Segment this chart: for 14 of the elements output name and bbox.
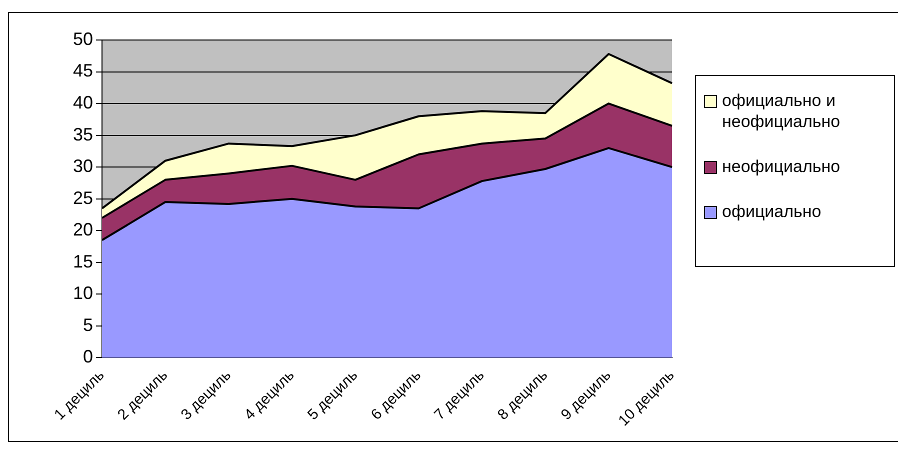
y-tick-label: 40 xyxy=(72,92,94,113)
y-tick-label: 50 xyxy=(72,28,94,49)
y-tick-label: 10 xyxy=(72,283,94,304)
y-tick-label: 20 xyxy=(72,220,94,240)
y-tick-label: 0 xyxy=(83,346,94,367)
y-tick-label: 25 xyxy=(72,188,94,208)
y-tick-label: 45 xyxy=(72,60,94,81)
y-tick-label: 5 xyxy=(83,314,94,335)
y-tick-label: 35 xyxy=(72,124,94,144)
legend-label: официально и неофициально xyxy=(722,90,842,132)
y-tick-label: 15 xyxy=(72,251,94,272)
legend-label: неофициально xyxy=(722,156,840,177)
y-tick-label: 30 xyxy=(72,156,94,176)
legend-label: официально xyxy=(722,201,822,222)
